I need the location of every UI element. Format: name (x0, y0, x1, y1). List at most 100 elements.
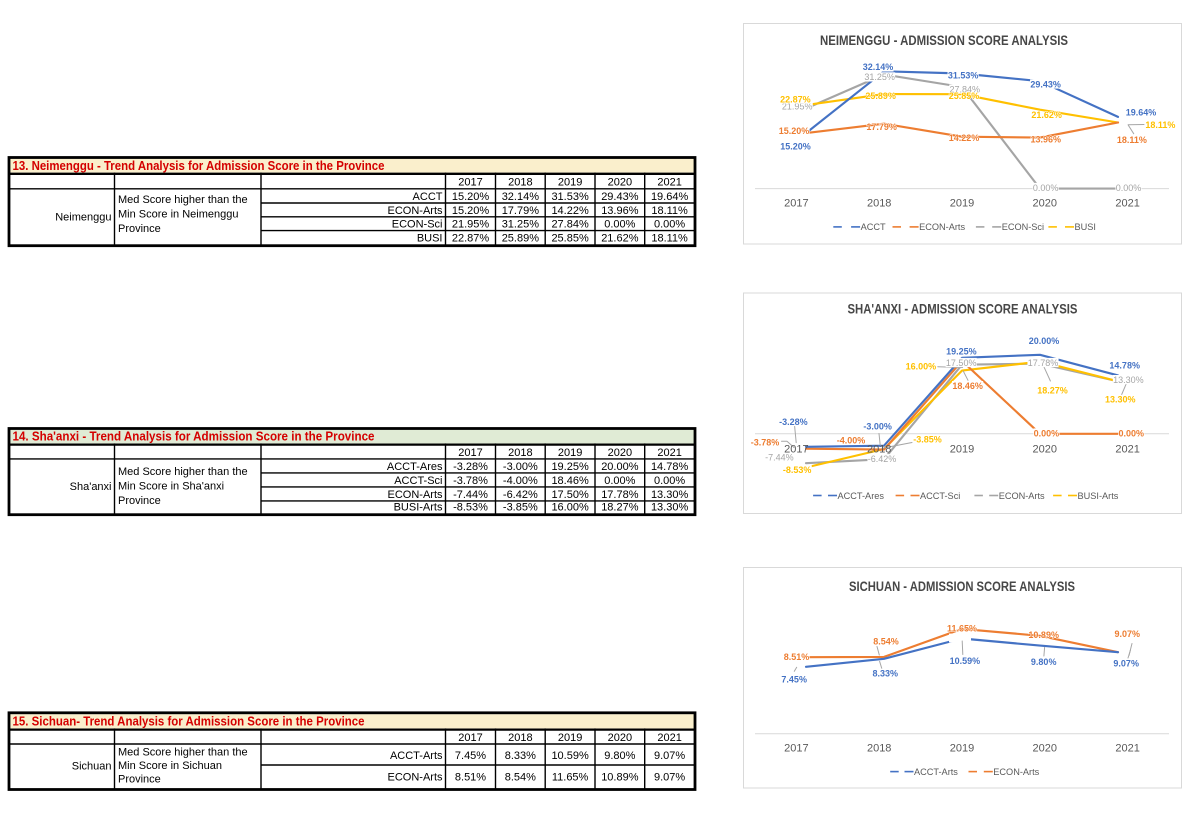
svg-text:16.00%: 16.00% (906, 362, 937, 372)
svg-text:29.43%: 29.43% (1030, 79, 1061, 89)
svg-text:-3.28%: -3.28% (453, 461, 488, 473)
svg-text:0.00%: 0.00% (1116, 183, 1142, 193)
svg-text:20.00%: 20.00% (601, 461, 639, 473)
svg-text:9.80%: 9.80% (604, 750, 635, 762)
svg-text:0.00%: 0.00% (654, 475, 685, 487)
svg-text:NEIMENGGU - ADMISSION SCORE AN: NEIMENGGU - ADMISSION SCORE ANALYSIS (820, 33, 1068, 48)
svg-text:15.20%: 15.20% (779, 126, 810, 136)
svg-text:20.00%: 20.00% (1029, 336, 1060, 346)
svg-text:2018: 2018 (867, 443, 891, 455)
svg-text:14.22%: 14.22% (551, 205, 589, 217)
svg-text:BUSI-Arts: BUSI-Arts (394, 502, 443, 514)
svg-text:18.11%: 18.11% (1117, 135, 1147, 145)
svg-text:BUSI-Arts: BUSI-Arts (1078, 491, 1119, 501)
svg-text:Min Score in Neimenggu: Min Score in Neimenggu (118, 208, 238, 220)
svg-text:2018: 2018 (508, 732, 532, 744)
svg-text:-3.78%: -3.78% (453, 475, 488, 487)
svg-text:19.64%: 19.64% (651, 191, 689, 203)
svg-text:2017: 2017 (458, 177, 482, 189)
svg-text:8.33%: 8.33% (505, 750, 536, 762)
svg-text:25.85%: 25.85% (949, 91, 980, 101)
svg-text:2020: 2020 (1033, 197, 1057, 209)
svg-text:2017: 2017 (784, 443, 808, 455)
svg-text:2021: 2021 (657, 177, 681, 189)
svg-text:ECON-Sci: ECON-Sci (1002, 222, 1044, 232)
svg-text:2021: 2021 (1115, 743, 1139, 755)
svg-text:13.96%: 13.96% (601, 205, 639, 217)
svg-text:8.54%: 8.54% (873, 636, 899, 646)
svg-text:29.43%: 29.43% (601, 191, 639, 203)
svg-text:19.64%: 19.64% (1126, 107, 1157, 117)
svg-text:ECON-Arts: ECON-Arts (999, 491, 1045, 501)
svg-text:13.30%: 13.30% (651, 489, 689, 501)
svg-text:18.11%: 18.11% (651, 232, 688, 244)
svg-text:ACCT-Arts: ACCT-Arts (390, 750, 443, 762)
svg-text:-8.53%: -8.53% (453, 502, 488, 514)
svg-text:18.46%: 18.46% (551, 475, 589, 487)
svg-text:-7.44%: -7.44% (453, 489, 488, 501)
svg-text:-6.42%: -6.42% (868, 454, 897, 464)
svg-text:2020: 2020 (1033, 443, 1057, 455)
svg-text:ACCT-Sci: ACCT-Sci (394, 475, 442, 487)
svg-text:2020: 2020 (1033, 743, 1057, 755)
svg-text:17.50%: 17.50% (551, 489, 589, 501)
svg-text:16.00%: 16.00% (551, 502, 589, 514)
svg-text:2019: 2019 (950, 743, 974, 755)
svg-text:15.20%: 15.20% (452, 191, 490, 203)
svg-text:21.95%: 21.95% (452, 219, 490, 231)
svg-text:2020: 2020 (608, 732, 632, 744)
svg-text:2021: 2021 (1115, 443, 1139, 455)
svg-text:Med Score higher than the: Med Score higher than the (118, 746, 248, 758)
svg-text:Min Score in Sichuan: Min Score in Sichuan (118, 760, 222, 772)
svg-text:8.54%: 8.54% (505, 771, 536, 783)
svg-text:0.00%: 0.00% (1034, 428, 1060, 438)
svg-text:14.78%: 14.78% (651, 461, 689, 473)
svg-text:15. Sichuan- Trend Analysis fo: 15. Sichuan- Trend Analysis for Admissio… (13, 714, 365, 728)
svg-text:BUSI: BUSI (1075, 222, 1096, 232)
svg-text:22.87%: 22.87% (780, 94, 811, 104)
svg-text:Neimenggu: Neimenggu (55, 211, 111, 223)
svg-text:-8.53%: -8.53% (783, 465, 812, 475)
svg-text:8.51%: 8.51% (784, 652, 810, 662)
svg-text:9.07%: 9.07% (654, 750, 685, 762)
svg-text:8.51%: 8.51% (455, 771, 486, 783)
svg-text:-4.00%: -4.00% (837, 435, 866, 445)
svg-text:Sichuan: Sichuan (72, 760, 112, 772)
svg-text:9.07%: 9.07% (654, 771, 685, 783)
svg-text:25.89%: 25.89% (865, 91, 896, 101)
svg-text:ECON-Arts: ECON-Arts (993, 767, 1039, 777)
svg-text:7.45%: 7.45% (781, 674, 807, 684)
svg-text:32.14%: 32.14% (863, 62, 894, 72)
svg-text:2019: 2019 (558, 732, 582, 744)
svg-text:2019: 2019 (950, 197, 974, 209)
svg-text:10.59%: 10.59% (551, 750, 589, 762)
svg-text:2020: 2020 (608, 447, 632, 459)
svg-text:-3.85%: -3.85% (503, 502, 538, 514)
svg-text:31.53%: 31.53% (551, 191, 589, 203)
svg-text:2021: 2021 (657, 732, 681, 744)
svg-text:22.87%: 22.87% (452, 232, 490, 244)
svg-text:27.84%: 27.84% (950, 84, 981, 94)
svg-text:7.45%: 7.45% (455, 750, 486, 762)
svg-text:2021: 2021 (1115, 197, 1139, 209)
svg-text:8.33%: 8.33% (873, 669, 899, 679)
svg-text:31.53%: 31.53% (948, 70, 979, 80)
svg-text:9.07%: 9.07% (1115, 629, 1141, 639)
svg-text:2020: 2020 (608, 177, 632, 189)
svg-text:13.30%: 13.30% (651, 502, 689, 514)
svg-text:15.20%: 15.20% (452, 205, 490, 217)
svg-text:2019: 2019 (558, 447, 582, 459)
svg-text:0.00%: 0.00% (1119, 428, 1145, 438)
svg-text:Min Score in Sha'anxi: Min Score in Sha'anxi (118, 481, 224, 493)
svg-text:0.00%: 0.00% (604, 475, 635, 487)
svg-text:Med Score higher than the: Med Score higher than the (118, 466, 248, 478)
svg-text:-3.78%: -3.78% (751, 437, 780, 447)
svg-text:25.89%: 25.89% (502, 232, 540, 244)
svg-text:2018: 2018 (867, 743, 891, 755)
svg-text:-4.00%: -4.00% (503, 475, 538, 487)
svg-text:ECON-Sci: ECON-Sci (392, 219, 443, 231)
svg-text:32.14%: 32.14% (502, 191, 540, 203)
svg-text:19.25%: 19.25% (551, 461, 589, 473)
svg-text:14. Sha'anxi - Trend Analysis: 14. Sha'anxi - Trend Analysis for Admiss… (13, 430, 375, 444)
svg-text:27.84%: 27.84% (551, 219, 589, 231)
